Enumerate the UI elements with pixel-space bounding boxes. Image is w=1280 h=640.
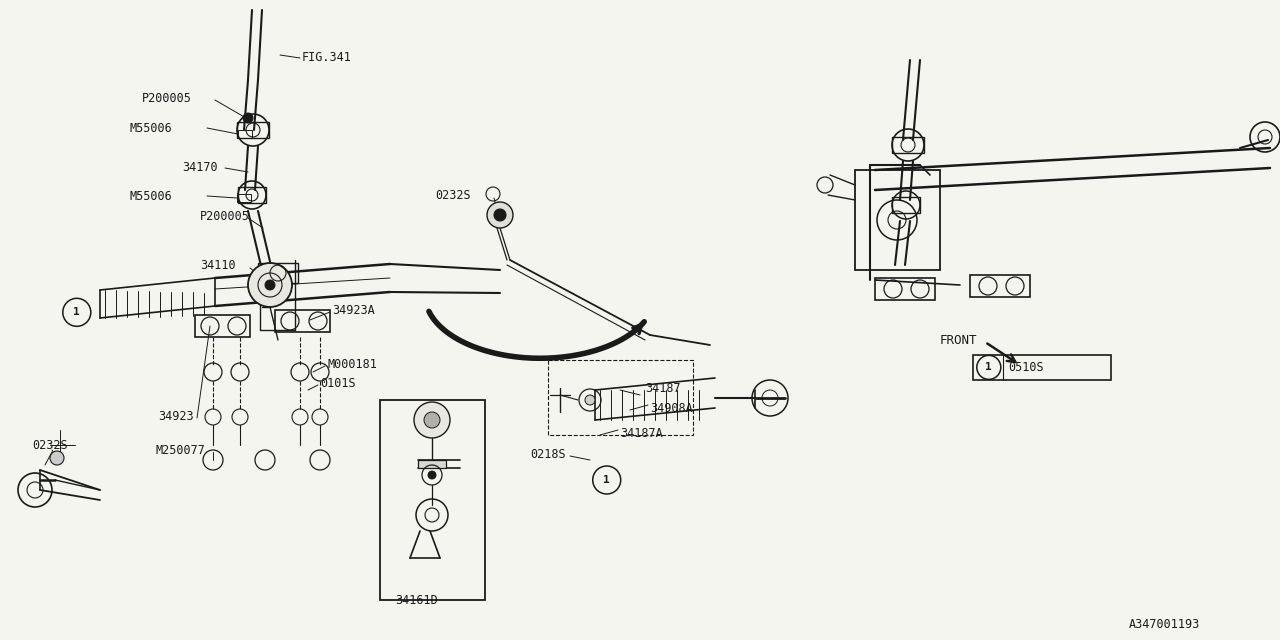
Bar bbox=[419, 460, 445, 468]
Bar bbox=[259, 263, 298, 283]
Text: 0510S: 0510S bbox=[1007, 361, 1043, 374]
Text: 1: 1 bbox=[73, 307, 81, 317]
Bar bbox=[876, 278, 934, 300]
Text: A347001193: A347001193 bbox=[1129, 618, 1201, 632]
Text: M55006: M55006 bbox=[131, 122, 173, 134]
Text: 34110: 34110 bbox=[200, 259, 236, 271]
Text: 34187: 34187 bbox=[645, 381, 681, 394]
Circle shape bbox=[585, 395, 595, 405]
Circle shape bbox=[486, 202, 513, 228]
Bar bbox=[973, 355, 1111, 380]
Text: 0101S: 0101S bbox=[320, 376, 356, 390]
Text: 1: 1 bbox=[986, 362, 992, 372]
Text: 1: 1 bbox=[603, 475, 611, 485]
Circle shape bbox=[494, 209, 506, 221]
Bar bbox=[238, 130, 252, 138]
Bar bbox=[237, 194, 251, 202]
Text: 34187A: 34187A bbox=[620, 426, 663, 440]
Text: 34923A: 34923A bbox=[332, 303, 375, 317]
Text: 0232S: 0232S bbox=[435, 189, 471, 202]
Circle shape bbox=[243, 113, 253, 123]
Bar bbox=[237, 122, 269, 138]
Bar bbox=[892, 137, 924, 153]
Circle shape bbox=[424, 412, 440, 428]
Text: M250077: M250077 bbox=[155, 444, 205, 456]
Text: FIG.341: FIG.341 bbox=[302, 51, 352, 63]
Bar bbox=[195, 315, 250, 337]
Circle shape bbox=[50, 451, 64, 465]
Text: 34923: 34923 bbox=[157, 410, 193, 422]
Bar bbox=[380, 400, 485, 600]
Bar bbox=[548, 360, 692, 435]
Circle shape bbox=[248, 263, 292, 307]
Text: 0232S: 0232S bbox=[32, 438, 68, 451]
Circle shape bbox=[265, 280, 275, 290]
Bar bbox=[238, 187, 266, 203]
Text: 34908A: 34908A bbox=[650, 401, 692, 415]
Text: 0218S: 0218S bbox=[530, 447, 566, 461]
Bar bbox=[855, 170, 940, 270]
Bar bbox=[970, 275, 1030, 297]
Bar bbox=[892, 197, 920, 213]
Circle shape bbox=[428, 471, 436, 479]
Text: 34161D: 34161D bbox=[396, 593, 438, 607]
Text: M000181: M000181 bbox=[326, 358, 376, 371]
Text: 34170: 34170 bbox=[182, 161, 218, 173]
Text: M55006: M55006 bbox=[131, 189, 173, 202]
Text: P200005: P200005 bbox=[200, 209, 250, 223]
Text: P200005: P200005 bbox=[142, 92, 192, 104]
Bar bbox=[275, 310, 330, 332]
Circle shape bbox=[413, 402, 451, 438]
Text: FRONT: FRONT bbox=[940, 333, 978, 346]
